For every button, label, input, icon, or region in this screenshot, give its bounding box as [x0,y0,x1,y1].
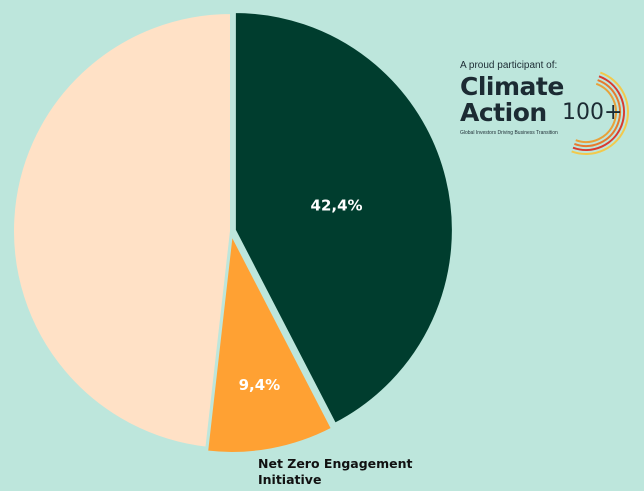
callout-line-2: Initiative [258,472,322,487]
logo-arc-2 [572,75,625,151]
pie-slices [12,11,454,454]
logo-word-climate: Climate [460,72,564,101]
pie-slice-2 [12,11,232,449]
logo-word-action: Action [460,98,547,127]
logo-arc-3 [571,71,629,155]
pie-slice-labels: 42,4% 9,4% [239,196,363,394]
pie-slice-0 [233,11,454,426]
climate-action-100-logo: A proud participant of: Climate Action 1… [458,60,638,182]
slice-callout-label: Net Zero Engagement Initiative [258,456,498,488]
logo-arcs-icon [571,71,629,155]
logo-subline: Global Investors Driving Business Transi… [460,130,558,136]
logo-tagline: A proud participant of: [460,60,558,71]
callout-line-1: Net Zero Engagement [258,456,413,471]
logo-number: 100+ [562,100,623,125]
pie-slice-1 [206,231,334,454]
logo-arc-1 [574,79,621,147]
pie-slice-label-0: 42,4% [311,196,363,214]
pie-slice-label-1: 9,4% [239,376,281,394]
logo-arc-0 [575,82,617,143]
